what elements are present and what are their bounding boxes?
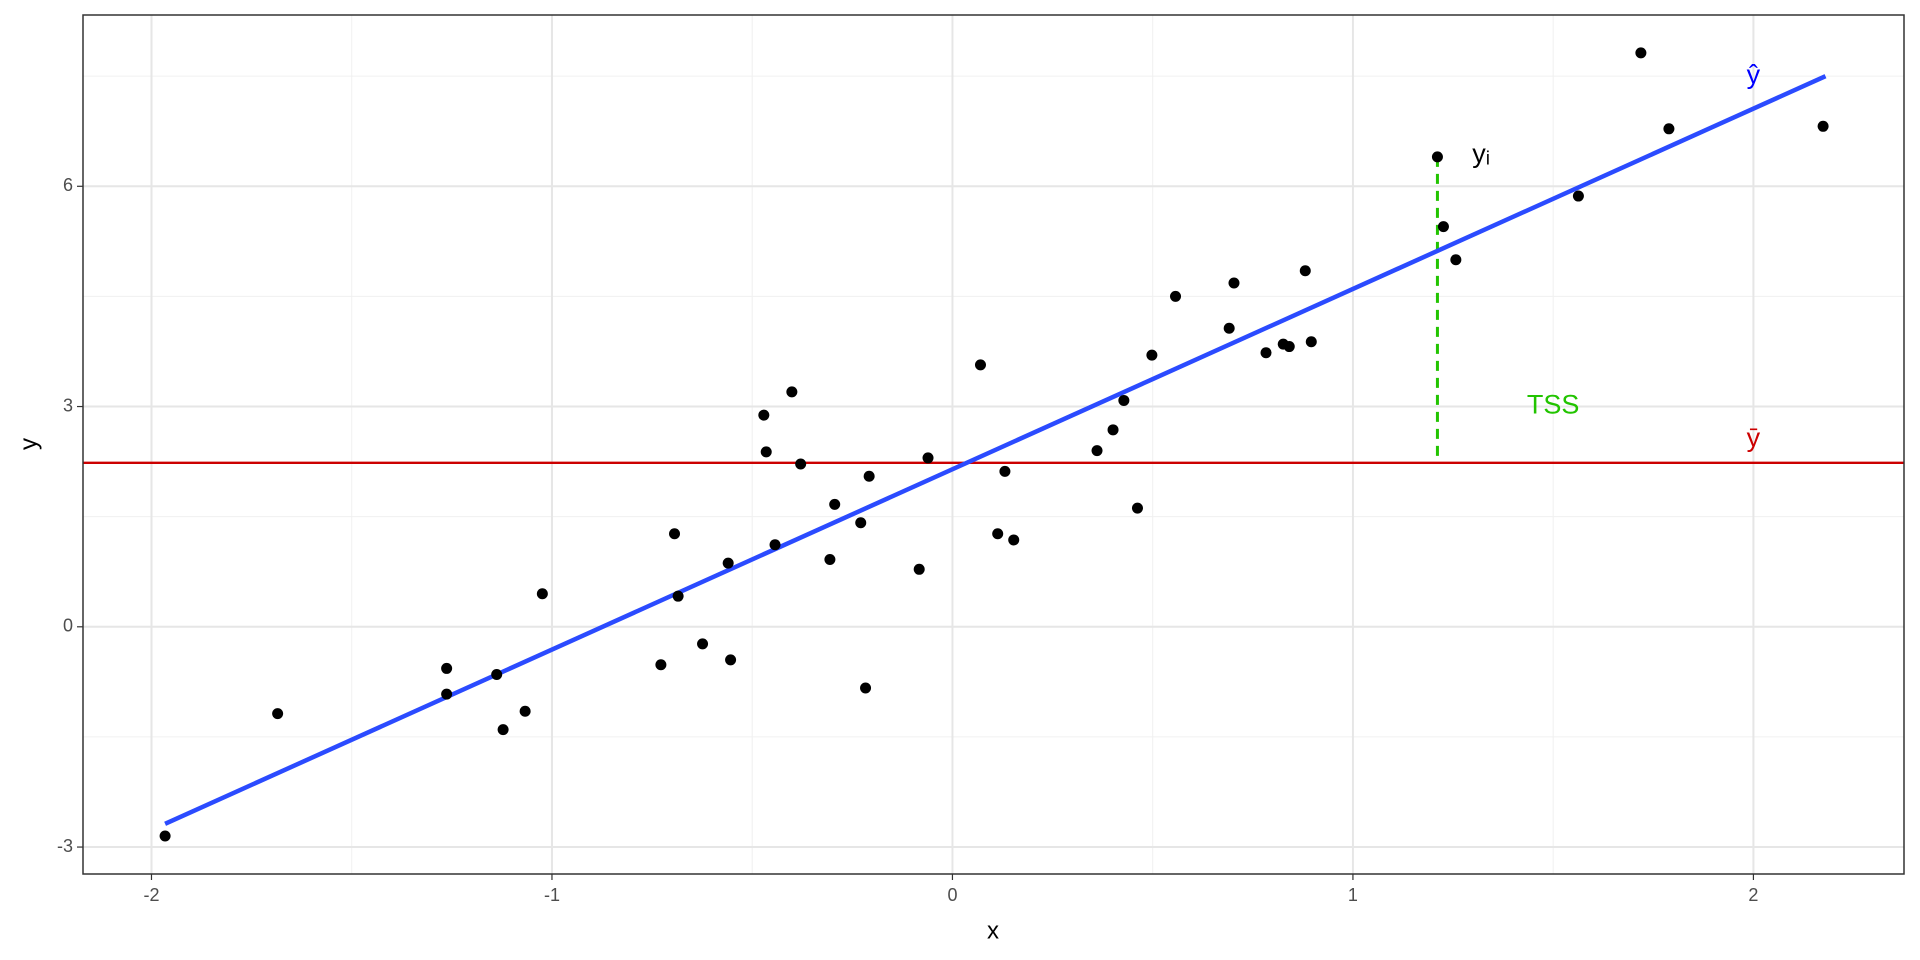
point (824, 553, 836, 565)
point (1146, 349, 1158, 361)
x-tick-label: -1 (544, 885, 560, 905)
x-tick-label: 1 (1348, 885, 1358, 905)
point (1450, 254, 1462, 266)
point (1437, 221, 1449, 233)
point (1260, 347, 1272, 359)
y-tick-label: 3 (63, 395, 73, 415)
point (863, 470, 875, 482)
x-tick-label: 0 (947, 885, 957, 905)
point (441, 688, 453, 700)
point (760, 446, 772, 458)
point (913, 563, 925, 575)
point (1572, 190, 1584, 202)
point (795, 458, 807, 470)
point (1283, 341, 1295, 353)
point (1107, 424, 1119, 436)
point (974, 359, 986, 371)
point (669, 528, 681, 540)
x-axis-title: x (987, 917, 999, 944)
point (860, 682, 872, 694)
point (1228, 277, 1240, 289)
point (441, 662, 453, 674)
panel-border (82, 14, 1905, 875)
point (769, 539, 781, 551)
point (519, 705, 531, 717)
annotation: ȳ (1747, 423, 1761, 453)
point (1223, 322, 1235, 334)
point (1299, 265, 1311, 277)
point (672, 590, 684, 602)
point (1131, 502, 1143, 514)
point (922, 452, 934, 464)
point (722, 557, 734, 569)
annotation: TSS (1527, 390, 1580, 420)
point (1118, 394, 1130, 406)
x-tick-label: -2 (143, 885, 159, 905)
point (1008, 534, 1020, 546)
point (1635, 47, 1647, 59)
annotation: ŷ (1747, 59, 1761, 89)
point (999, 465, 1011, 477)
point (1170, 290, 1182, 302)
fit-line (164, 74, 1827, 826)
y-axis-title: y (15, 438, 42, 450)
point (725, 654, 737, 666)
point (1817, 120, 1829, 132)
point (1431, 151, 1443, 163)
point (536, 588, 548, 600)
point (1091, 445, 1103, 457)
point (1663, 123, 1675, 135)
annotation: yᵢ (1472, 139, 1490, 169)
point (786, 386, 798, 398)
y-tick-label: -3 (57, 836, 73, 856)
y-tick-label: 0 (63, 616, 73, 636)
point (655, 659, 667, 671)
point (159, 830, 171, 842)
point (697, 638, 709, 650)
point (497, 724, 509, 736)
point (855, 517, 867, 529)
point (992, 528, 1004, 540)
point (758, 409, 770, 421)
point (829, 498, 841, 510)
point (491, 669, 503, 681)
y-tick-label: 6 (63, 175, 73, 195)
point (272, 708, 284, 720)
point (1305, 336, 1317, 348)
x-tick-label: 2 (1748, 885, 1758, 905)
